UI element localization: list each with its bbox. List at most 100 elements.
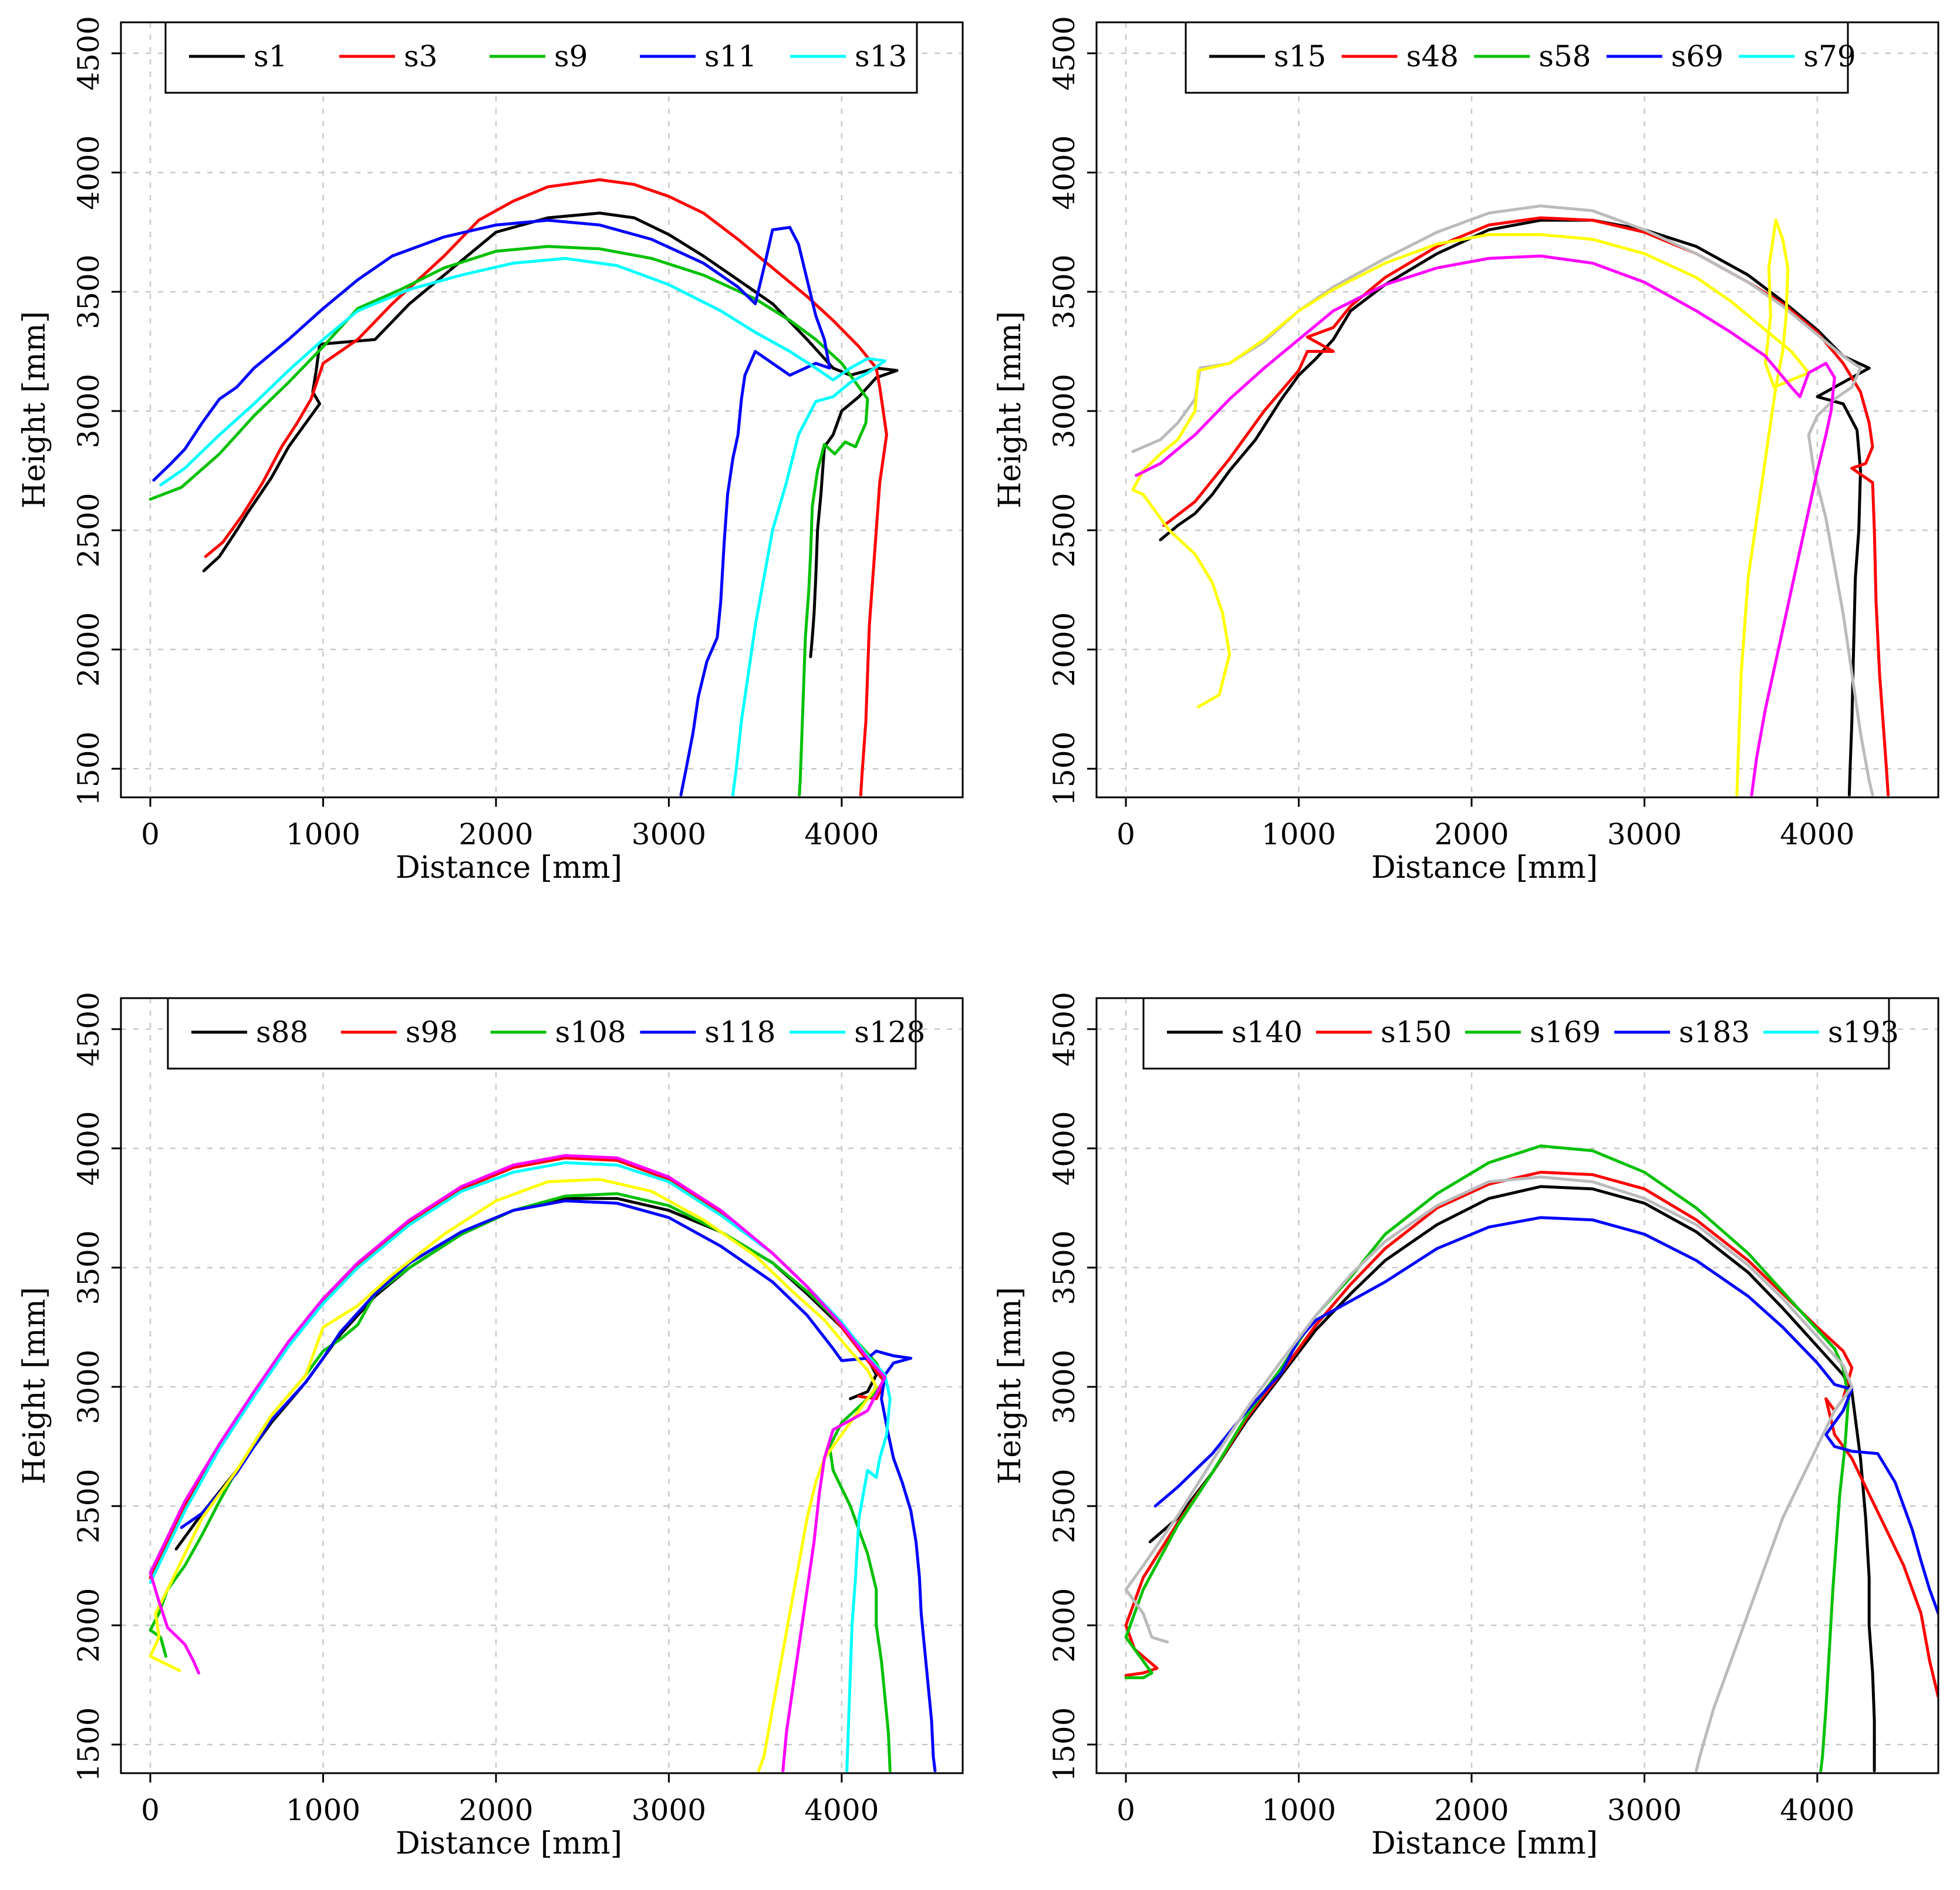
legend-label-s48: s48 — [1406, 39, 1459, 73]
series-group — [149, 1154, 937, 1773]
series-group — [1131, 204, 1890, 797]
grid — [1097, 998, 1938, 1773]
legend-label-s88: s88 — [256, 1015, 308, 1049]
x-tick-label: 1000 — [286, 1793, 360, 1827]
series-line-unlabeled-6 — [1131, 218, 1810, 797]
legend-label-s108: s108 — [555, 1015, 626, 1049]
x-tick-label: 3000 — [632, 817, 706, 851]
legend: s1 s3 s9 s11 s13 — [164, 21, 918, 94]
y-tick-label: 2500 — [1047, 1468, 1081, 1543]
x-axis-label: Distance [mm] — [1371, 850, 1598, 885]
legend: s140 s150 s169 s183 s193 — [1142, 997, 1899, 1070]
legend-label-s183: s183 — [1679, 1015, 1750, 1049]
series-line-s13 — [159, 257, 886, 797]
legend-label-s128: s128 — [854, 1015, 925, 1049]
y-tick-label: 1500 — [1047, 732, 1081, 806]
legend-label-s98: s98 — [406, 1015, 458, 1049]
series-line-s1 — [202, 211, 899, 658]
legend-label-s9: s9 — [554, 39, 588, 73]
legend-label-s79: s79 — [1803, 39, 1856, 73]
legend: s88 s98 s108 s118 s128 — [167, 997, 925, 1070]
y-tick-label: 2000 — [72, 612, 106, 687]
x-axis-label: Distance [mm] — [396, 850, 622, 885]
y-tick-label: 2000 — [1047, 612, 1081, 687]
x-tick-label: 1000 — [1261, 817, 1336, 851]
y-axis-label: Height [mm] — [17, 1287, 52, 1484]
y-tick-label: 4500 — [1047, 16, 1081, 90]
x-tick-label: 2000 — [458, 1793, 533, 1827]
x-tick-label: 4000 — [1780, 1793, 1854, 1827]
series-line-s98 — [149, 1156, 886, 1579]
x-tick-label: 0 — [141, 817, 160, 851]
series-line-s183 — [1153, 1216, 1938, 1615]
x-tick-label: 3000 — [1607, 817, 1682, 851]
legend-label-s169: s169 — [1530, 1015, 1601, 1049]
legend-label-s3: s3 — [404, 39, 437, 73]
x-tick-label: 2000 — [1434, 817, 1509, 851]
y-tick-label: 3500 — [72, 254, 106, 329]
x-tick-label: 4000 — [1780, 817, 1854, 851]
x-tick-label: 0 — [141, 1793, 160, 1827]
chart-panel-3: 0 1000 2000 3000 4000 1500 2000 2500 3000 3500 400… — [17, 992, 964, 1861]
y-tick-label: 3500 — [72, 1230, 106, 1305]
legend-label-s118: s118 — [704, 1015, 775, 1049]
x-tick-label: 2000 — [1434, 1793, 1509, 1827]
y-tick-label: 4000 — [72, 135, 106, 210]
x-tick-label: 1000 — [286, 817, 360, 851]
chart-panel-2: 0 1000 2000 3000 4000 1500 2000 2500 3000 3500 400… — [993, 16, 1939, 885]
legend-label-s193: s193 — [1828, 1015, 1899, 1049]
y-tick-label: 2500 — [72, 493, 106, 567]
y-tick-label: 4500 — [1047, 992, 1081, 1066]
y-tick-label: 2000 — [1047, 1588, 1081, 1663]
series-line-unlabeled-5 — [1124, 1175, 1854, 1773]
series-line-unlabeled-6 — [149, 1154, 886, 1773]
x-tick-label: 3000 — [1607, 1793, 1682, 1827]
y-tick-label: 2500 — [1047, 493, 1081, 567]
x-tick-label: 4000 — [804, 1793, 879, 1827]
x-tick-label: 4000 — [804, 817, 879, 851]
y-axis-label: Height [mm] — [993, 311, 1028, 508]
x-tick-label: 0 — [1116, 1793, 1135, 1827]
y-tick-label: 1500 — [72, 1707, 106, 1782]
series-line-s140 — [1148, 1185, 1876, 1773]
y-tick-label: 2500 — [72, 1468, 106, 1543]
legend-label-s15: s15 — [1274, 39, 1326, 73]
series-line-s118 — [180, 1199, 937, 1773]
series-line-unlabeled-5 — [149, 1178, 878, 1773]
y-tick-label: 3500 — [1047, 1230, 1081, 1305]
y-tick-label: 2000 — [72, 1588, 106, 1663]
y-axis-label: Height [mm] — [993, 1287, 1028, 1484]
legend-label-s150: s150 — [1381, 1015, 1452, 1049]
y-tick-label: 4000 — [1047, 1111, 1081, 1185]
series-line-s9 — [149, 245, 869, 797]
y-tick-label: 1500 — [1047, 1707, 1081, 1782]
y-tick-label: 1500 — [72, 732, 106, 806]
x-axis-label: Distance [mm] — [1371, 1826, 1598, 1861]
x-tick-label: 3000 — [632, 1793, 706, 1827]
series-line-s15 — [1159, 218, 1871, 797]
y-tick-label: 4500 — [72, 16, 106, 90]
legend-label-s69: s69 — [1671, 39, 1723, 73]
legend-label-s1: s1 — [254, 39, 287, 73]
series-line-unlabeled-5 — [1131, 204, 1874, 797]
legend-label-s13: s13 — [855, 39, 907, 73]
series-line-s11 — [152, 218, 831, 797]
y-tick-label: 4500 — [72, 992, 106, 1066]
series-line-s169 — [1124, 1144, 1850, 1773]
y-tick-label: 3000 — [72, 373, 106, 448]
series-group — [1124, 1144, 1938, 1773]
plot-frame — [1095, 997, 1939, 1774]
series-line-s108 — [149, 1192, 892, 1773]
grid — [121, 998, 963, 1773]
series-group — [149, 178, 899, 797]
series-line-s3 — [204, 178, 888, 797]
y-tick-label: 3000 — [72, 1349, 106, 1424]
plot-frame — [120, 997, 964, 1774]
y-tick-label: 3000 — [1047, 373, 1081, 448]
legend: s15 s48 s58 s69 s79 — [1185, 21, 1856, 94]
series-line-s150 — [1124, 1171, 1938, 1699]
y-tick-label: 4000 — [1047, 135, 1081, 210]
series-line-unlabeled-7 — [1135, 254, 1836, 797]
grid — [1097, 22, 1938, 797]
